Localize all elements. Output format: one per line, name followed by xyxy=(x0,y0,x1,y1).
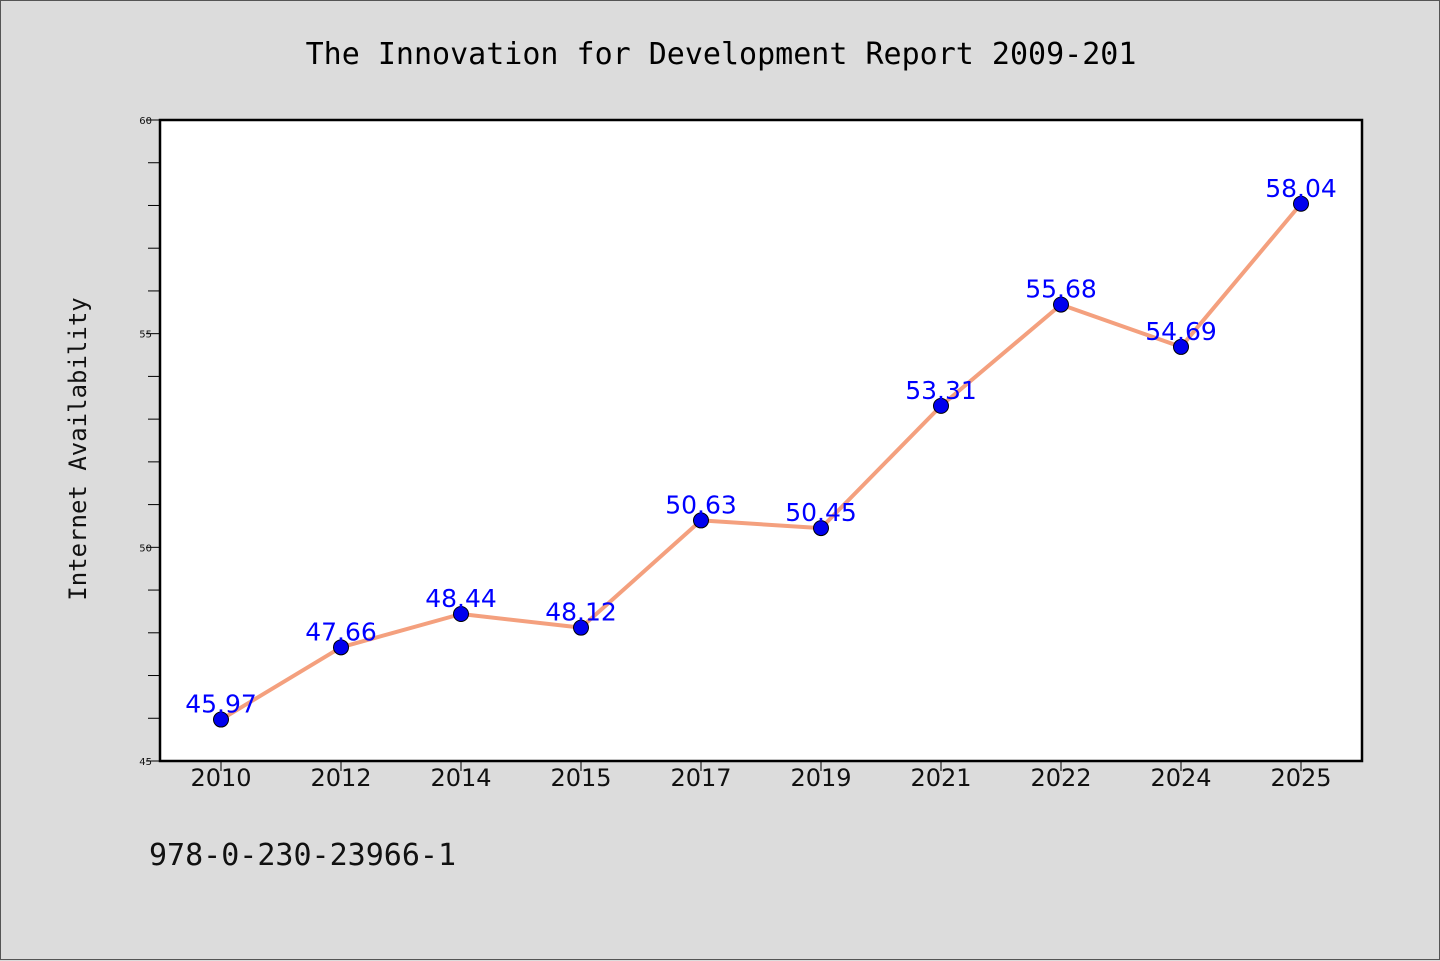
data-label: 50.63 xyxy=(665,490,737,519)
data-point xyxy=(1293,195,1309,212)
data-label: 58.04 xyxy=(1265,174,1337,203)
x-axis: 2010 2012 2014 2015 2017 2019 2021 2022 2024 2025 xyxy=(190,761,1332,792)
footer-isbn: 978-0-230-23966-1 xyxy=(149,838,456,873)
y-tick-label: 50 xyxy=(139,543,152,554)
data-point xyxy=(1173,338,1189,355)
chart-title: The Innovation for Development Report 20… xyxy=(306,37,1137,72)
data-point xyxy=(933,397,949,414)
plot-area xyxy=(160,120,1362,761)
y-tick-label: 45 xyxy=(139,757,152,768)
x-tick-label: 2021 xyxy=(910,764,971,792)
data-label: 48.44 xyxy=(425,584,497,613)
data-point xyxy=(693,512,709,529)
data-label: 45.97 xyxy=(185,690,257,719)
plot-border xyxy=(158,118,1364,763)
x-tick-label: 2015 xyxy=(550,764,611,792)
data-label: 48.12 xyxy=(545,598,617,627)
x-tick-label: 2017 xyxy=(670,764,731,792)
y-tick-label: 55 xyxy=(139,330,152,341)
data-point xyxy=(213,711,229,728)
y-axis-label: Internet Availability xyxy=(64,297,92,600)
data-point xyxy=(573,619,589,636)
x-tick-label: 2025 xyxy=(1270,764,1331,792)
x-tick-label: 2014 xyxy=(430,764,491,792)
data-point xyxy=(453,605,469,622)
x-tick-label: 2022 xyxy=(1030,764,1091,792)
data-labels: 45.97 47.66 48.44 48.12 50.63 50.45 53.31 55.68… xyxy=(185,174,1337,719)
x-tick-label: 2010 xyxy=(190,764,251,792)
data-label: 54.69 xyxy=(1145,317,1217,346)
data-point xyxy=(1053,296,1069,313)
data-label: 53.31 xyxy=(905,376,977,405)
data-label: 50.45 xyxy=(785,498,857,527)
y-axis: 45 50 55 60 xyxy=(139,116,160,768)
data-markers xyxy=(213,195,1309,728)
data-point xyxy=(813,520,829,537)
data-point xyxy=(333,639,349,656)
x-tick-label: 2019 xyxy=(790,764,851,792)
data-label: 55.68 xyxy=(1025,275,1097,304)
x-tick-label: 2024 xyxy=(1150,764,1211,792)
series-line xyxy=(219,202,1303,722)
data-label: 47.66 xyxy=(305,617,377,646)
y-tick-label: 60 xyxy=(139,116,152,127)
x-tick-label: 2012 xyxy=(310,764,371,792)
